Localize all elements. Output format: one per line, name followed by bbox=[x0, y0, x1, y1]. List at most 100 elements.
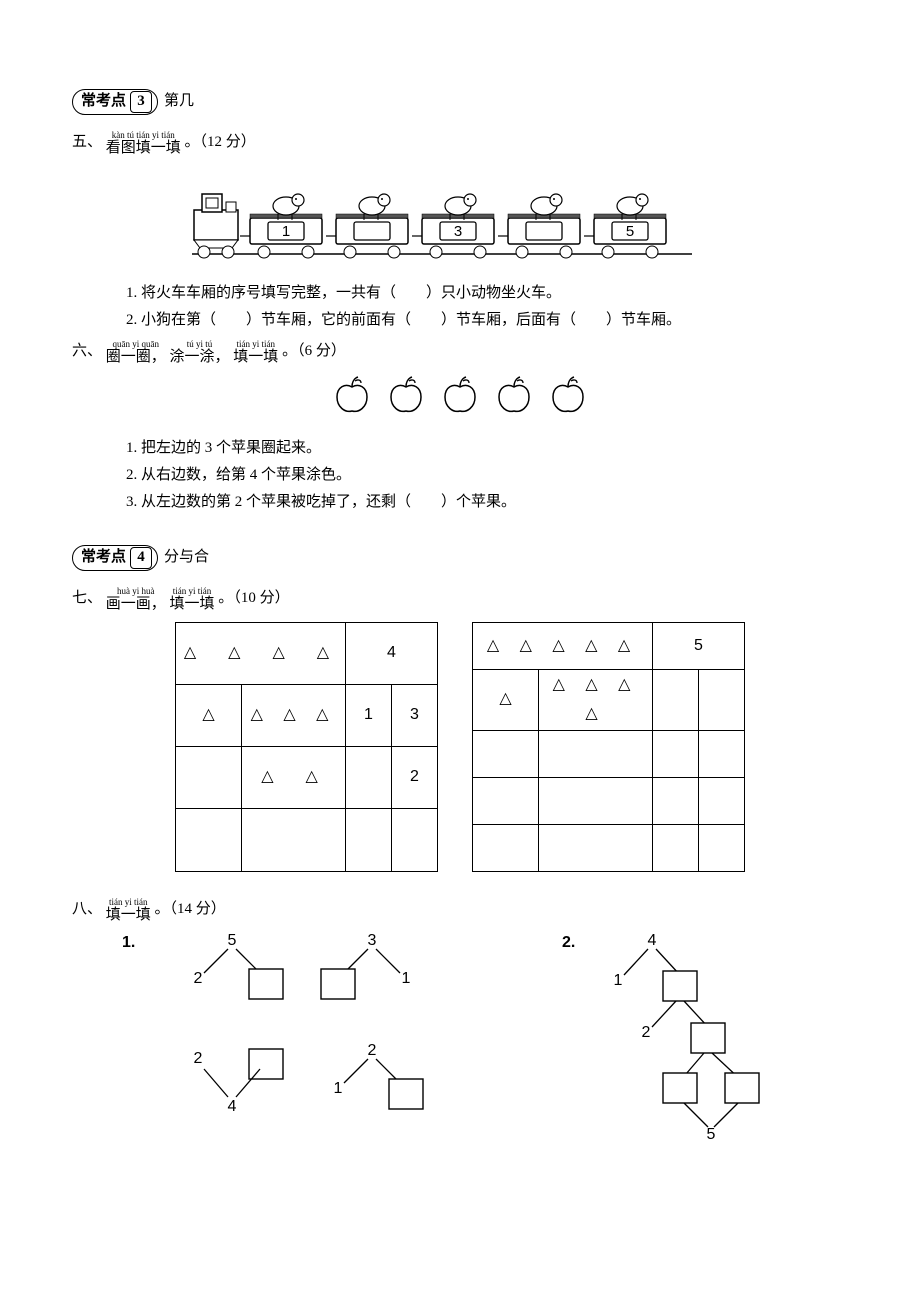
table-cell bbox=[539, 824, 653, 871]
table-row bbox=[473, 730, 745, 777]
badge: 常考点 3 bbox=[72, 89, 158, 115]
table-cell bbox=[346, 809, 392, 871]
q8-part1-svg: 1. 52 31 24 21 bbox=[122, 931, 442, 1141]
ruby-phrase: tián yi tián填一填 bbox=[106, 898, 151, 923]
q6-num: 六、 bbox=[72, 343, 102, 359]
tree-number: 1 bbox=[614, 972, 623, 989]
table-cell: △ △ bbox=[242, 747, 346, 809]
table-row bbox=[473, 777, 745, 824]
q8-heading: 八、 tián yi tián填一填 。（14 分） bbox=[72, 896, 848, 923]
table-cell bbox=[539, 777, 653, 824]
train-car: 3 bbox=[412, 194, 494, 258]
table-cell bbox=[242, 809, 346, 871]
q8-part2: 2. 4 1 2 5 bbox=[562, 931, 822, 1151]
ruby-phrase: quān yi quān圈一圈， bbox=[106, 340, 166, 365]
apple-icon bbox=[439, 373, 481, 425]
tree-number: 2 bbox=[642, 1024, 651, 1041]
table-cell: △ △ △ bbox=[242, 685, 346, 747]
table-cell: 4 bbox=[346, 623, 438, 685]
badge-label: 常考点 bbox=[81, 88, 126, 115]
q6-item-1: 1. 把左边的 3 个苹果圈起来。 bbox=[126, 435, 848, 462]
q7-num: 七、 bbox=[72, 590, 102, 606]
ruby-phrase: tú yi tú涂一涂， bbox=[170, 340, 230, 365]
train-figure: 1 3 bbox=[192, 166, 848, 266]
train-car bbox=[498, 194, 580, 258]
table-cell bbox=[473, 824, 539, 871]
table-cell: △ △ △ △ △ bbox=[473, 623, 653, 670]
table-cell bbox=[392, 809, 438, 871]
tree-number: 2 bbox=[194, 970, 203, 987]
q5-item-1: 1. 将火车车厢的序号填写完整，一共有（ ）只小动物坐火车。 bbox=[126, 280, 848, 307]
part2-label: 2. bbox=[562, 934, 575, 951]
train-car: 5 bbox=[584, 194, 666, 258]
table-cell: △ △ △ △ bbox=[176, 623, 346, 685]
q5-heading: 五、 kàn tú tián yi tián 看图填一填 。（12 分） bbox=[72, 129, 848, 156]
badge-number: 4 bbox=[130, 547, 152, 569]
q8-num: 八、 bbox=[72, 901, 102, 917]
badge-label: 常考点 bbox=[81, 544, 126, 571]
apple-icon bbox=[385, 373, 427, 425]
q7-tables: △ △ △ △4△△ △ △13△ △2 △ △ △ △ △5△△ △ △ △ bbox=[72, 622, 848, 872]
table-cell bbox=[699, 777, 745, 824]
table-cell bbox=[699, 730, 745, 777]
badge: 常考点 4 bbox=[72, 545, 158, 571]
tree-number: 1 bbox=[334, 1080, 343, 1097]
tree-number: 4 bbox=[228, 1098, 237, 1115]
testpoint-4: 常考点 4 分与合 bbox=[72, 544, 848, 571]
table-cell: 2 bbox=[392, 747, 438, 809]
tree-number: 5 bbox=[228, 932, 237, 949]
q7-table-left: △ △ △ △4△△ △ △13△ △2 bbox=[175, 622, 438, 872]
q8-figures: 1. 5 2 3 1 2 4 2 1 2. 4 1 2 5 bbox=[122, 931, 848, 1151]
q5-item-2: 2. 小狗在第（ ）节车厢，它的前面有（ ）节车厢，后面有（ ）节车厢。 bbox=[126, 307, 848, 334]
tree-number: 4 bbox=[648, 932, 657, 949]
q6-item-3: 3. 从左边数的第 2 个苹果被吃掉了，还剩（ ）个苹果。 bbox=[126, 489, 848, 516]
table-cell: △ bbox=[176, 685, 242, 747]
table-row: △ △ △ △4 bbox=[176, 623, 438, 685]
table-row: △ △ 2 bbox=[176, 747, 438, 809]
blank-box bbox=[321, 969, 355, 999]
blank-box bbox=[389, 1079, 423, 1109]
table-cell bbox=[539, 730, 653, 777]
table-cell bbox=[473, 730, 539, 777]
table-cell bbox=[473, 777, 539, 824]
table-cell bbox=[699, 670, 745, 731]
badge-title: 分与合 bbox=[164, 544, 209, 571]
table-cell bbox=[653, 824, 699, 871]
q5-num: 五、 bbox=[72, 134, 102, 150]
tree-number: 3 bbox=[368, 932, 377, 949]
badge-number: 3 bbox=[130, 91, 152, 113]
table-row bbox=[176, 809, 438, 871]
table-row: △ △ △ △ △5 bbox=[473, 623, 745, 670]
table-cell: △ △ △ △ bbox=[539, 670, 653, 731]
blank-box bbox=[249, 1049, 283, 1079]
blank-box bbox=[249, 969, 283, 999]
table-cell: 3 bbox=[392, 685, 438, 747]
svg-text:1: 1 bbox=[282, 223, 290, 240]
train-car bbox=[326, 194, 408, 258]
ruby-phrase: tián yi tián填一填 bbox=[233, 340, 278, 365]
train-svg: 1 3 bbox=[192, 166, 692, 266]
part1-label: 1. bbox=[122, 934, 135, 951]
q5-points: （12 分） bbox=[200, 134, 256, 150]
apple-icon bbox=[493, 373, 535, 425]
q8-part2-svg: 2. 4 1 2 5 bbox=[562, 931, 822, 1151]
svg-text:5: 5 bbox=[626, 223, 634, 240]
tree-number: 2 bbox=[368, 1042, 377, 1059]
q7-points: （10 分） bbox=[233, 590, 289, 606]
q7-table-right: △ △ △ △ △5△△ △ △ △ bbox=[472, 622, 745, 872]
tree-number: 2 bbox=[194, 1050, 203, 1067]
q8-points: （14 分） bbox=[170, 901, 226, 917]
q5-tail: 。 bbox=[185, 134, 200, 150]
apple-icon bbox=[331, 373, 373, 425]
tree-number: 5 bbox=[707, 1126, 716, 1143]
q7-heading: 七、 huà yi huà画一画， tián yi tián填一填 。（10 分… bbox=[72, 585, 848, 612]
testpoint-3: 常考点 3 第几 bbox=[72, 88, 848, 115]
apples-figure bbox=[72, 373, 848, 425]
engine-icon bbox=[194, 194, 238, 258]
table-row bbox=[473, 824, 745, 871]
table-cell bbox=[346, 747, 392, 809]
table-row: △△ △ △ △ bbox=[473, 670, 745, 731]
table-cell bbox=[176, 747, 242, 809]
table-cell: 1 bbox=[346, 685, 392, 747]
q8-part1: 1. 52 31 24 21 bbox=[122, 931, 442, 1151]
